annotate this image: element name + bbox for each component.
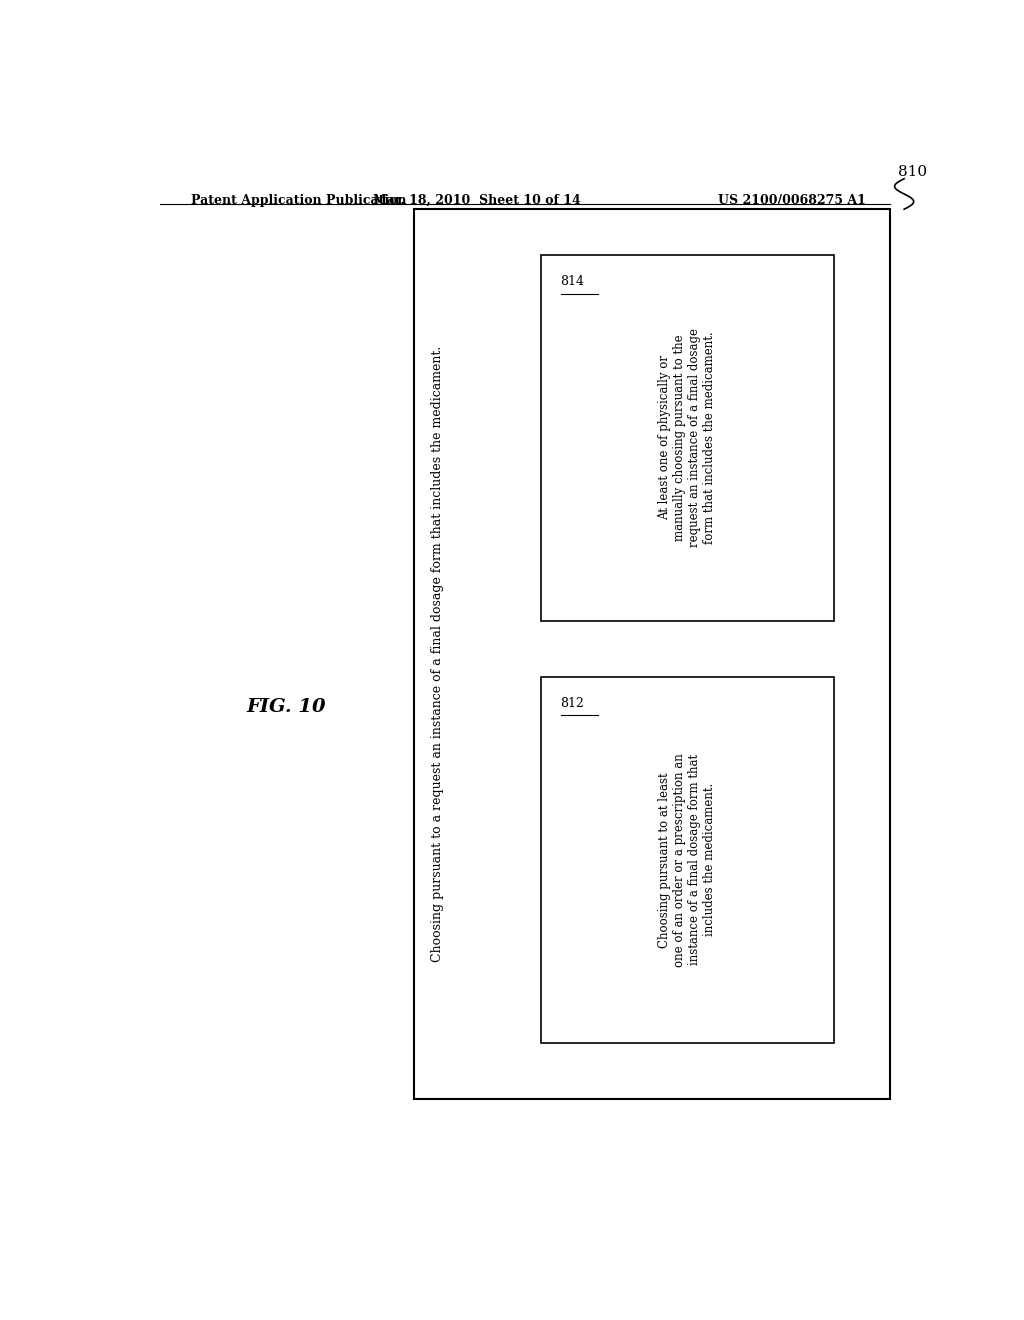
Text: Choosing pursuant to a request an instance of a final dosage form that includes : Choosing pursuant to a request an instan… [431,346,444,962]
Text: Choosing pursuant to at least
one of an order or a prescription an
instance of a: Choosing pursuant to at least one of an … [658,752,717,966]
Text: At least one of physically or
manually choosing pursuant to the
request an insta: At least one of physically or manually c… [658,329,717,548]
Text: 814: 814 [560,276,585,288]
Text: Mar. 18, 2010  Sheet 10 of 14: Mar. 18, 2010 Sheet 10 of 14 [374,194,581,207]
Text: 812: 812 [560,697,585,710]
Text: Patent Application Publication: Patent Application Publication [191,194,407,207]
Text: US 2100/0068275 A1: US 2100/0068275 A1 [718,194,866,207]
Bar [414,209,890,1098]
Text: FIG. 10: FIG. 10 [247,698,327,717]
Bar [541,255,835,620]
Bar [541,677,835,1043]
Text: 810: 810 [898,165,927,178]
